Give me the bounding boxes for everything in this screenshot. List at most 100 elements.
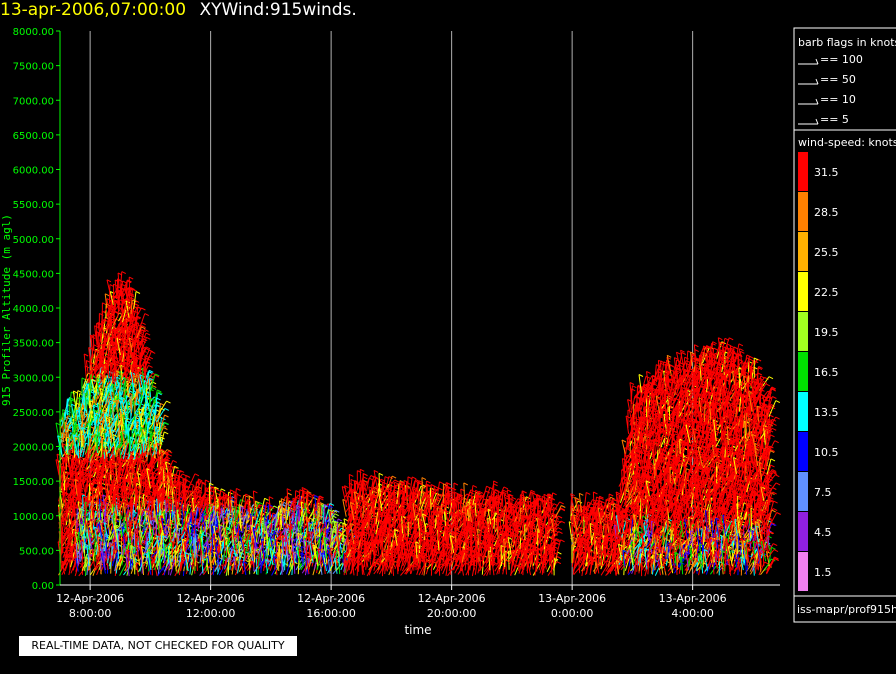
wind-barb (87, 434, 93, 451)
wind-barb (71, 404, 75, 418)
wind-barb (82, 372, 89, 389)
wind-barb (66, 472, 70, 491)
wind-barb (63, 549, 69, 564)
wind-barb (73, 534, 77, 551)
wind-barb (61, 503, 63, 518)
wind-barb (82, 378, 89, 392)
wind-barb-flag (194, 473, 200, 477)
wind-barb-flag (163, 427, 168, 430)
wind-barb (75, 390, 79, 410)
wind-barb (177, 475, 180, 493)
wind-barb (84, 502, 88, 521)
wind-barb-flag (121, 271, 127, 275)
chart-title: XYWind:915winds. (199, 0, 357, 20)
wind-barb (86, 529, 91, 550)
wind-barb (75, 558, 79, 572)
wind-barb (86, 383, 90, 396)
wind-barb-flag (209, 482, 214, 486)
wind-barb-flag (141, 322, 146, 326)
wind-barb (58, 529, 68, 545)
wind-barb (56, 454, 60, 470)
wind-barb (71, 399, 73, 422)
wind-barb (59, 412, 64, 427)
wind-barb-flag (128, 276, 134, 280)
wind-barb (81, 435, 85, 450)
wind-barb (204, 479, 206, 501)
wind-barb (136, 523, 139, 542)
wind-barb-flag (80, 410, 85, 414)
wind-barb-flag (86, 359, 91, 363)
wind-barb (88, 423, 91, 439)
wind-barb (87, 469, 92, 489)
wind-barb (77, 458, 81, 476)
wind-barb (102, 453, 105, 467)
wind-barb-flag (83, 353, 89, 357)
wind-barb (62, 409, 66, 430)
wind-barb (73, 408, 77, 427)
wind-barb-flag (73, 390, 78, 394)
wind-barb-flag (236, 493, 242, 497)
wind-barb-flag (82, 427, 87, 431)
wind-barb-flag (71, 403, 76, 407)
wind-barbs (55, 271, 781, 577)
wind-barb (133, 401, 135, 421)
wind-barb (64, 554, 68, 568)
wind-barb (100, 441, 103, 457)
wind-barb (78, 532, 81, 549)
wind-barb-flag (73, 434, 78, 438)
wind-barb (73, 417, 78, 430)
wind-barb (61, 457, 66, 476)
wind-barb (64, 398, 68, 421)
wind-barb-flag (83, 496, 88, 500)
wind-barb-flag (69, 469, 74, 472)
wind-barb (135, 357, 137, 379)
wind-barb-flag (82, 494, 87, 498)
wind-barb-flag (135, 291, 141, 294)
wind-barb (71, 478, 76, 499)
wind-barb (89, 453, 95, 467)
wind-barb (55, 459, 60, 476)
wind-barb (85, 468, 95, 481)
wind-barb (76, 425, 80, 443)
wind-barb (80, 459, 85, 480)
wind-barb (80, 431, 84, 447)
wind-barb (73, 435, 79, 456)
wind-barb-flag (172, 459, 178, 463)
wind-barb-flag (236, 487, 241, 491)
wind-barb-flag (220, 488, 226, 492)
wind-barb (118, 424, 121, 442)
wind-barb (77, 501, 82, 518)
wind-barb (71, 501, 74, 518)
wind-barb (64, 559, 70, 572)
wind-barb (78, 407, 81, 422)
wind-barb (77, 473, 88, 486)
wind-barb-flag (93, 344, 99, 348)
wind-barb (88, 504, 91, 521)
wind-barb (69, 391, 72, 412)
wind-barb (82, 427, 87, 442)
wind-barb-flag (157, 389, 162, 393)
timestamp: 13-apr-2006,07:00:00 (0, 0, 187, 20)
wind-barb (62, 443, 68, 464)
chart-header: 13-apr-2006,07:00:00 XYWind:915winds. (0, 0, 357, 26)
wind-barb (205, 520, 208, 537)
wind-barb (82, 497, 87, 514)
wind-barb (64, 510, 67, 533)
wind-barb (219, 526, 222, 543)
wind-barb-flag (215, 488, 221, 492)
wind-barb (114, 279, 118, 297)
wind-barb (61, 561, 66, 575)
wind-barb-flag (220, 490, 225, 494)
wind-barb (80, 539, 84, 559)
wind-barb (188, 490, 191, 506)
wind-barb-flag (55, 422, 61, 426)
wind-barb (72, 456, 77, 475)
wind-barb (86, 545, 90, 567)
wind-barb (74, 470, 79, 488)
wind-barb (60, 519, 65, 537)
wind-barb-flag (86, 509, 92, 513)
wind-barb (66, 527, 71, 547)
wind-barb (141, 469, 145, 487)
wind-barb (226, 512, 228, 528)
wind-barb (66, 444, 70, 464)
